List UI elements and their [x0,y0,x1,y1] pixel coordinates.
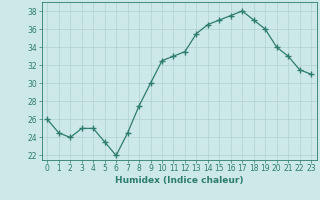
X-axis label: Humidex (Indice chaleur): Humidex (Indice chaleur) [115,176,244,185]
